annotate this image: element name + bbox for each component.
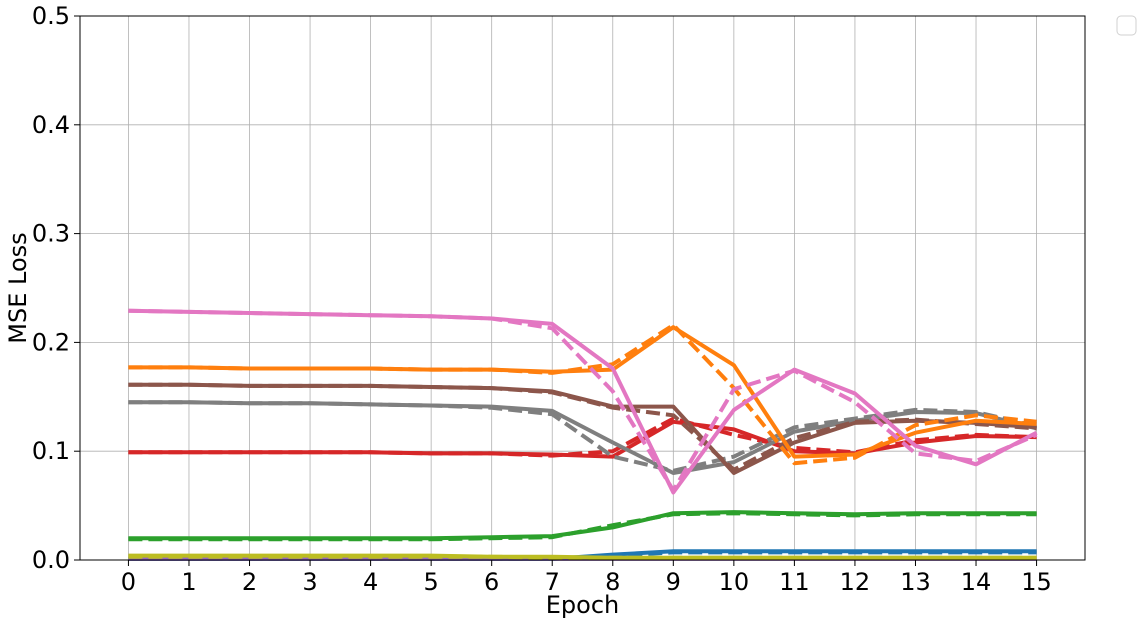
series-line-5-solid — [128, 510, 1037, 541]
x-tick-label: 11 — [779, 568, 810, 596]
x-tick-label: 8 — [605, 568, 620, 596]
y-tick-label: 0.2 — [32, 328, 70, 356]
series-line-14-dashed — [128, 323, 1037, 466]
series-lines — [128, 308, 1038, 561]
x-tick-label: 15 — [1021, 568, 1052, 596]
x-tick-label: 1 — [181, 568, 196, 596]
x-tick-label: 4 — [363, 568, 378, 596]
legend-box — [1116, 15, 1137, 36]
x-tick-label: 2 — [242, 568, 257, 596]
y-tick-label: 0.5 — [32, 2, 70, 30]
axis-ticks: 0 1 2 3 4 5 6 7 8 9 10 11 12 13 14 150.00.10.20.30.40.5 — [32, 2, 1052, 596]
x-tick-label: 3 — [302, 568, 317, 596]
series-line-10-dashed — [128, 400, 1038, 473]
series-line-16-dashed — [128, 308, 1038, 493]
x-axis-label: Epoch — [546, 591, 620, 619]
x-tick-label: 0 — [121, 568, 136, 596]
plot-frame — [79, 15, 1086, 561]
y-tick-label: 0.0 — [32, 546, 70, 574]
y-tick-label: 0.1 — [32, 437, 70, 465]
x-tick-label: 9 — [666, 568, 681, 596]
y-tick-label: 0.4 — [32, 111, 70, 139]
series-line-4-dashed — [128, 554, 1037, 560]
y-tick-label: 0.3 — [32, 220, 70, 248]
x-tick-label: 7 — [545, 568, 560, 596]
series-line-8-dashed — [128, 416, 1037, 458]
x-tick-label: 6 — [484, 568, 499, 596]
x-tick-label: 10 — [719, 568, 750, 596]
x-tick-label: 5 — [424, 568, 439, 596]
x-tick-label: 13 — [900, 568, 931, 596]
grid — [80, 15, 1085, 561]
x-tick-label: 14 — [961, 568, 992, 596]
y-axis-label: MSE Loss — [4, 232, 32, 343]
series-line-6-dashed — [128, 511, 1037, 542]
x-tick-label: 12 — [840, 568, 871, 596]
